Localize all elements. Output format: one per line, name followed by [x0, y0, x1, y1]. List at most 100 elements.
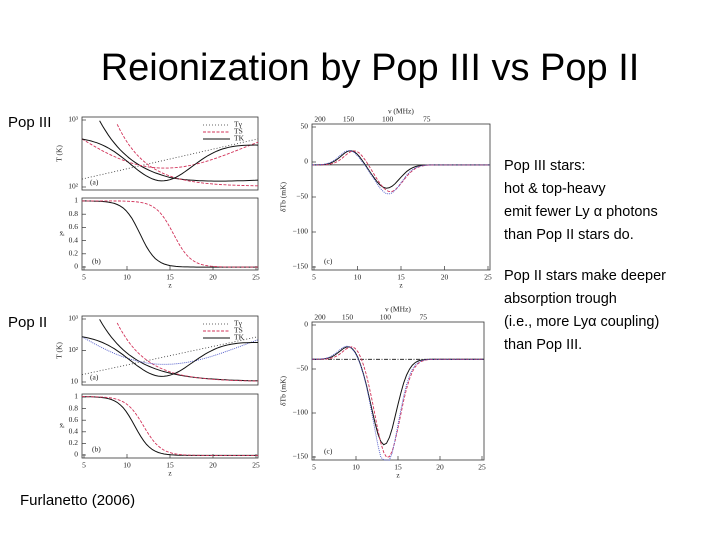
y-tick-label: 0.8 [69, 209, 79, 218]
y-axis-label: x̄ᵢ [59, 229, 65, 238]
curve [311, 346, 484, 446]
curve [311, 150, 490, 195]
curve [81, 138, 259, 180]
y-tick-label: 10² [68, 345, 79, 354]
x-tick-label: 15 [166, 461, 174, 470]
y-axis-label: T (K) [55, 145, 64, 162]
curve [81, 138, 259, 182]
curve [82, 200, 258, 268]
y-tick-label: 10³ [68, 115, 79, 124]
y-tick-label: 10³ [68, 314, 79, 323]
panel-tag: (c) [324, 257, 333, 266]
top-tick-label: 150 [342, 313, 354, 322]
notes: Pop III stars: hot & top-heavy emit fewe… [504, 158, 666, 353]
legend-label: Tγ [234, 120, 243, 129]
top-tick-label: 75 [419, 313, 427, 322]
slide-title: Reionization by Pop III vs Pop II [101, 47, 640, 89]
y-tick-label: 50 [301, 122, 309, 131]
curve [81, 336, 259, 375]
panel-frame [81, 393, 259, 459]
panel-frame [81, 315, 259, 386]
y-tick-label: −100 [293, 408, 309, 417]
note-line: absorption trough [504, 291, 617, 307]
panel-frame [311, 123, 491, 271]
x-tick-label: 15 [166, 273, 174, 282]
curve [99, 120, 259, 182]
x-tick-label: 20 [209, 273, 217, 282]
curve [82, 200, 258, 268]
y-tick-label: 0.2 [69, 249, 79, 258]
top-tick-label: 75 [423, 115, 431, 124]
legend-label: TK [234, 333, 245, 342]
x-tick-label: 25 [484, 273, 492, 282]
note-line: hot & top-heavy [504, 181, 606, 197]
x-tick-label: 10 [354, 273, 362, 282]
y-tick-label: 0.4 [69, 235, 79, 244]
y-tick-label: 1 [74, 392, 78, 401]
x-tick-label: 15 [397, 273, 405, 282]
x-tick-label: 20 [436, 463, 444, 472]
x-tick-label: 15 [394, 463, 402, 472]
x-tick-label: 5 [82, 273, 86, 282]
y-tick-label: 0.6 [69, 222, 79, 231]
panel-tag: (a) [90, 178, 99, 187]
legend-label: TS [234, 127, 243, 136]
x-tick-label: 20 [209, 461, 217, 470]
note-line: than Pop III. [504, 337, 582, 353]
row-label: Pop III [8, 114, 51, 131]
y-tick-label: 10 [71, 377, 79, 386]
note-line: emit fewer Ly α photons [504, 204, 658, 220]
x-tick-label: 5 [312, 273, 316, 282]
curve [81, 396, 258, 456]
x-tick-label: 5 [82, 461, 86, 470]
y-tick-label: −150 [293, 452, 309, 461]
top-axis-label: ν (MHz) [388, 107, 414, 116]
y-tick-label: 0 [304, 157, 308, 166]
y-tick-label: −50 [296, 192, 308, 201]
x-tick-label: 25 [478, 463, 486, 472]
y-axis-label: δTb (mK) [279, 182, 288, 212]
curve [116, 322, 259, 382]
y-tick-label: 0 [74, 262, 78, 271]
x-axis-label: z [168, 281, 172, 290]
y-tick-label: 10² [68, 182, 79, 191]
top-tick-label: 100 [380, 313, 392, 322]
panel-frame [311, 321, 485, 461]
top-tick-label: 150 [343, 115, 355, 124]
note-line: (i.e., more Lyα coupling) [504, 314, 659, 330]
y-tick-label: 0 [74, 450, 78, 459]
curve [81, 138, 259, 169]
y-tick-label: 0.4 [69, 427, 79, 436]
y-tick-label: −150 [293, 262, 309, 271]
y-axis-label: T (K) [55, 342, 64, 359]
panel-tag: (c) [324, 447, 333, 456]
legend-label: TS [234, 326, 243, 335]
top-tick-label: 100 [382, 115, 394, 124]
x-tick-label: 25 [252, 273, 260, 282]
x-tick-label: 5 [312, 463, 316, 472]
credit: Furlanetto (2006) [20, 492, 135, 509]
panel-tag: (b) [92, 257, 101, 266]
curve [82, 396, 258, 456]
x-tick-label: 25 [252, 461, 260, 470]
note-line: than Pop II stars do. [504, 227, 634, 243]
x-tick-label: 10 [352, 463, 360, 472]
curve [116, 124, 258, 187]
note-line: Pop II stars make deeper [504, 268, 666, 284]
row-label: Pop II [8, 314, 47, 331]
x-axis-label: z [168, 469, 172, 478]
panel-frame [81, 116, 259, 191]
y-tick-label: 0.8 [69, 403, 79, 412]
y-tick-label: 0.6 [69, 415, 79, 424]
curve [312, 346, 484, 458]
y-tick-label: 0 [304, 320, 308, 329]
legend-label: TK [234, 134, 245, 143]
x-tick-label: 10 [123, 273, 131, 282]
top-tick-label: 200 [314, 115, 326, 124]
y-tick-label: −50 [296, 364, 308, 373]
panel-tag: (a) [90, 373, 99, 382]
